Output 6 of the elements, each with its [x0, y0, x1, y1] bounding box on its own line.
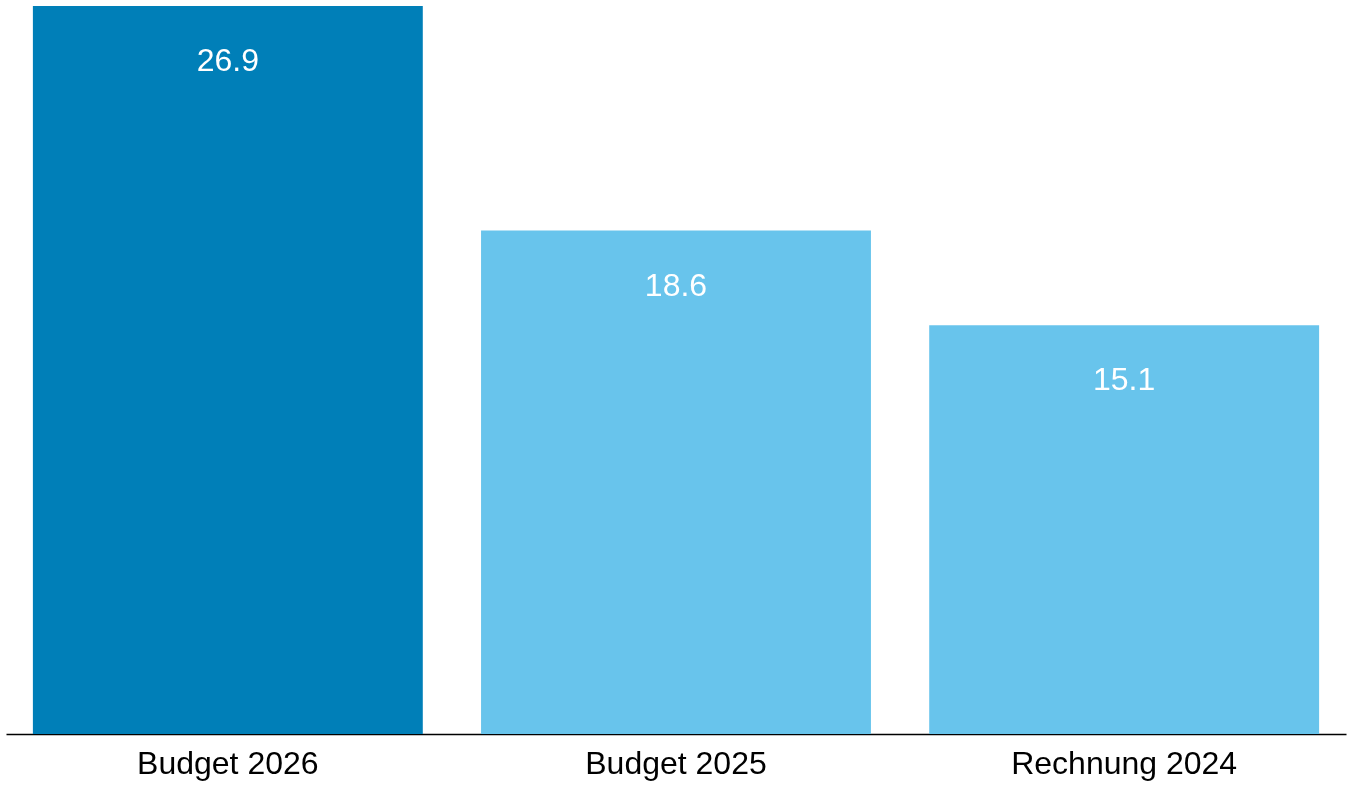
- x-tick-label: Budget 2026: [137, 744, 319, 781]
- x-tick-label: Budget 2025: [585, 744, 767, 781]
- data-label: 18.6: [644, 266, 708, 303]
- data-label: 15.1: [1093, 361, 1156, 398]
- data-label: 26.9: [196, 42, 259, 78]
- x-tick-label: Rechnung 2024: [1011, 744, 1238, 781]
